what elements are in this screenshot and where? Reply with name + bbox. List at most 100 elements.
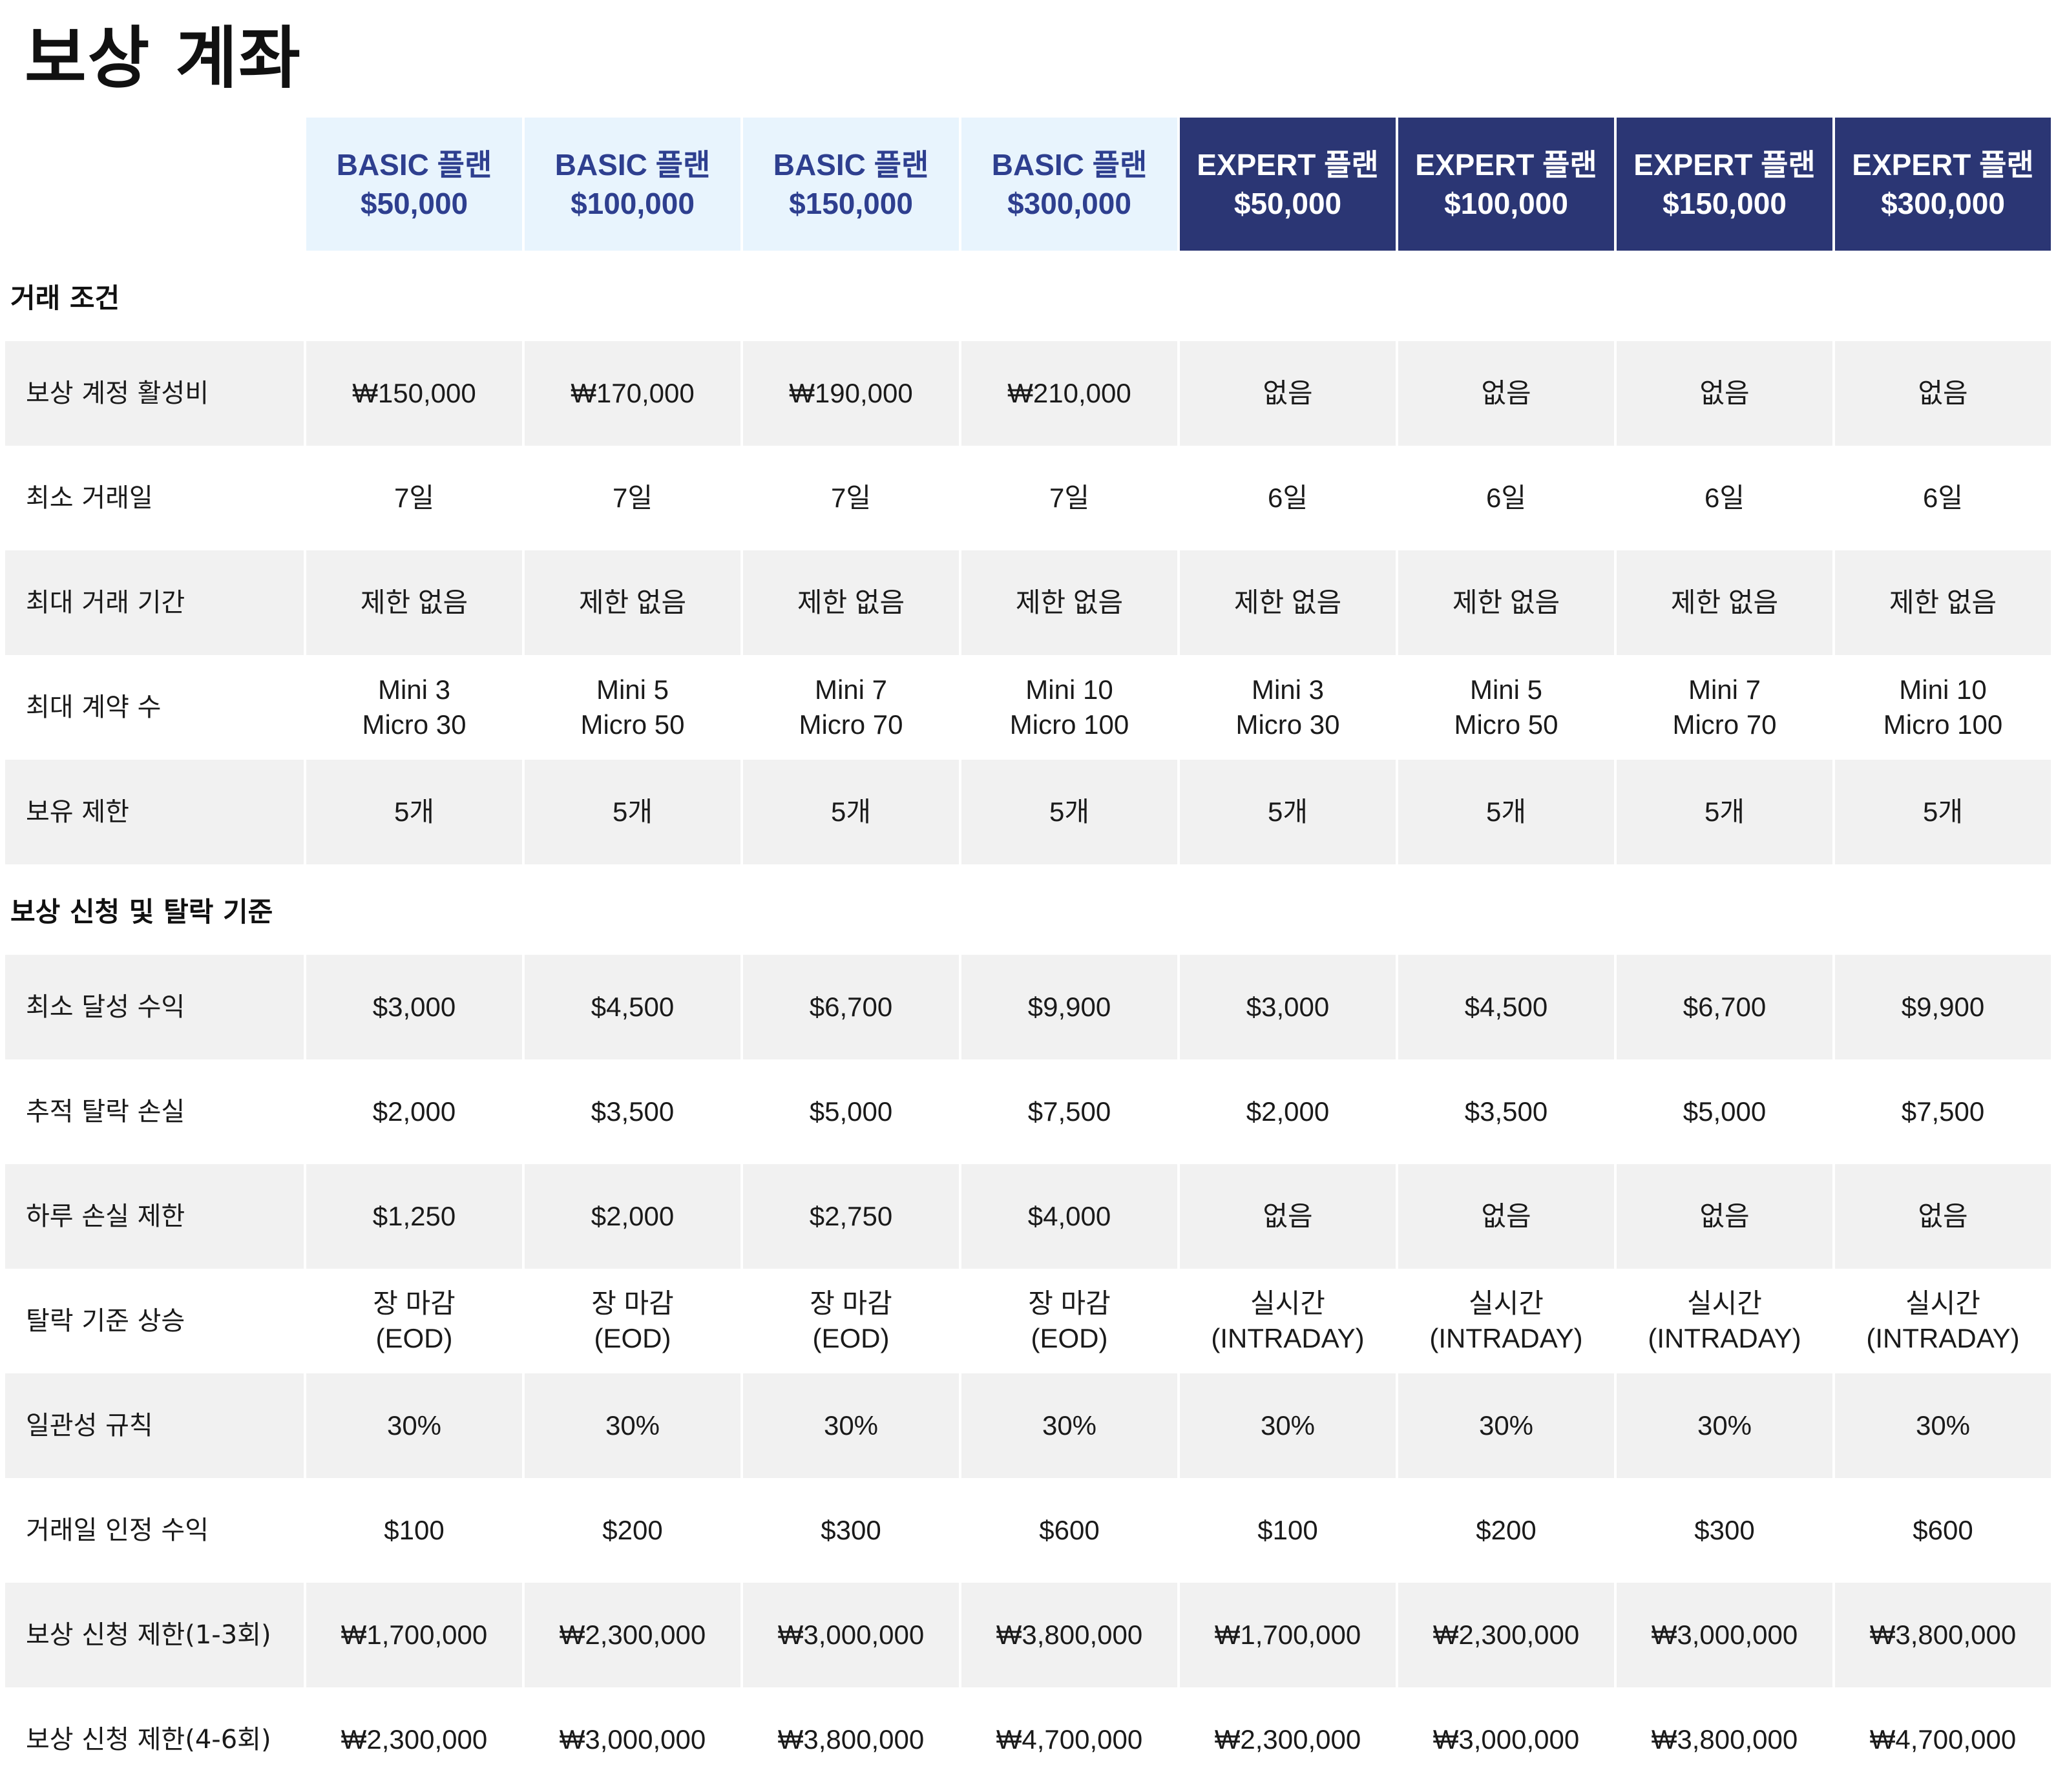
value-cell: $4,500 bbox=[525, 955, 740, 1059]
value-cell: $100 bbox=[1180, 1478, 1396, 1583]
value-line: Mini 5 bbox=[596, 674, 669, 705]
value-cell: $4,500 bbox=[1398, 955, 1614, 1059]
plan-amount: $150,000 bbox=[1663, 187, 1787, 220]
value-cell: $200 bbox=[1398, 1478, 1614, 1583]
value-cell: ₩150,000 bbox=[306, 341, 522, 446]
value-cell: 장 마감 (EOD) bbox=[743, 1269, 959, 1373]
plan-header-row: BASIC 플랜 $50,000 BASIC 플랜 $100,000 BASIC 플랜 $… bbox=[5, 118, 2051, 251]
value-line: Mini 5 bbox=[1469, 674, 1543, 705]
value-cell: $1,250 bbox=[306, 1164, 522, 1269]
plan-name: EXPERT 플랜 bbox=[1415, 148, 1597, 182]
table-row: 보상 신청 제한(4-6회) ₩2,300,000 ₩3,000,000 ₩3,800… bbox=[5, 1687, 2051, 1792]
value-cell: $2,000 bbox=[1180, 1059, 1396, 1164]
value-cell: 5개 bbox=[1617, 760, 1832, 864]
table-body: 거래 조건 보상 계정 활성비 ₩150,000 ₩170,000 ₩190,000 ₩2… bbox=[5, 251, 2051, 1792]
plan-amount: $50,000 bbox=[360, 187, 468, 220]
value-cell: 30% bbox=[1617, 1373, 1832, 1478]
table-row: 보상 계정 활성비 ₩150,000 ₩170,000 ₩190,000 ₩210,00… bbox=[5, 341, 2051, 446]
value-cell: ₩2,300,000 bbox=[1398, 1583, 1614, 1687]
value-cell: 제한 없음 bbox=[743, 550, 959, 655]
value-cell: $9,900 bbox=[1835, 955, 2051, 1059]
value-line: (INTRADAY) bbox=[1648, 1323, 1801, 1353]
value-cell: 없음 bbox=[1180, 1164, 1396, 1269]
row-label: 최대 계약 수 bbox=[5, 655, 304, 760]
value-cell: 30% bbox=[525, 1373, 740, 1478]
value-cell: $2,750 bbox=[743, 1164, 959, 1269]
value-cell: Mini 5 Micro 50 bbox=[1398, 655, 1614, 760]
value-line: 장 마감 bbox=[591, 1288, 674, 1318]
value-cell: $3,500 bbox=[525, 1059, 740, 1164]
value-cell: 제한 없음 bbox=[306, 550, 522, 655]
value-cell: 없음 bbox=[1835, 341, 2051, 446]
plan-amount: $50,000 bbox=[1233, 187, 1342, 220]
value-cell: Mini 3 Micro 30 bbox=[306, 655, 522, 760]
value-line: 실시간 bbox=[1905, 1288, 1980, 1318]
plan-header-expert: EXPERT 플랜 $50,000 bbox=[1180, 118, 1396, 251]
value-cell: $3,000 bbox=[306, 955, 522, 1059]
plan-header-expert: EXPERT 플랜 $100,000 bbox=[1398, 118, 1614, 251]
value-cell: 장 마감 (EOD) bbox=[961, 1269, 1177, 1373]
value-line: Mini 10 bbox=[1025, 674, 1113, 705]
value-cell: $3,500 bbox=[1398, 1059, 1614, 1164]
plan-header-basic: BASIC 플랜 $150,000 bbox=[743, 118, 959, 251]
value-line: 실시간 bbox=[1687, 1288, 1762, 1318]
plan-name: BASIC 플랜 bbox=[554, 148, 711, 182]
value-cell: $100 bbox=[306, 1478, 522, 1583]
value-cell: 5개 bbox=[525, 760, 740, 864]
value-line: 장 마감 bbox=[810, 1288, 892, 1318]
value-cell: $6,700 bbox=[1617, 955, 1832, 1059]
value-cell: ₩3,000,000 bbox=[1617, 1583, 1832, 1687]
value-cell: $600 bbox=[961, 1478, 1177, 1583]
value-line: (EOD) bbox=[594, 1323, 671, 1353]
plan-name: EXPERT 플랜 bbox=[1633, 148, 1816, 182]
row-label: 추적 탈락 손실 bbox=[5, 1059, 304, 1164]
value-cell: 30% bbox=[1398, 1373, 1614, 1478]
value-cell: 실시간 (INTRADAY) bbox=[1180, 1269, 1396, 1373]
section-title: 보상 신청 및 탈락 기준 bbox=[5, 864, 2051, 955]
row-label: 보상 계정 활성비 bbox=[5, 341, 304, 446]
value-cell: 30% bbox=[306, 1373, 522, 1478]
table-row: 최소 거래일 7일 7일 7일 7일 6일 6일 6일 6일 bbox=[5, 446, 2051, 550]
value-cell: 제한 없음 bbox=[961, 550, 1177, 655]
value-line: (EOD) bbox=[812, 1323, 890, 1353]
row-label: 최대 거래 기간 bbox=[5, 550, 304, 655]
table-row: 최소 달성 수익 $3,000 $4,500 $6,700 $9,900 $3,000 $4… bbox=[5, 955, 2051, 1059]
table-row: 탈락 기준 상승 장 마감 (EOD) 장 마감 (EOD) 장 마감 (EOD) 장 마감 (… bbox=[5, 1269, 2051, 1373]
row-label: 보유 제한 bbox=[5, 760, 304, 864]
value-cell: 없음 bbox=[1398, 1164, 1614, 1269]
value-cell: ₩3,000,000 bbox=[743, 1583, 959, 1687]
table-row: 최대 거래 기간 제한 없음 제한 없음 제한 없음 제한 없음 제한 없음 제한 없음 제한… bbox=[5, 550, 2051, 655]
value-cell: 30% bbox=[961, 1373, 1177, 1478]
value-line: 장 마감 bbox=[1028, 1288, 1111, 1318]
value-cell: 6일 bbox=[1398, 446, 1614, 550]
value-cell: $300 bbox=[1617, 1478, 1832, 1583]
value-cell: $5,000 bbox=[1617, 1059, 1832, 1164]
value-cell: ₩3,000,000 bbox=[1398, 1687, 1614, 1792]
value-line: Micro 30 bbox=[1235, 709, 1340, 740]
value-cell: ₩3,800,000 bbox=[961, 1583, 1177, 1687]
plan-header-expert: EXPERT 플랜 $300,000 bbox=[1835, 118, 2051, 251]
table-row: 보유 제한 5개 5개 5개 5개 5개 5개 5개 5개 bbox=[5, 760, 2051, 864]
value-cell: 30% bbox=[1180, 1373, 1396, 1478]
value-line: 장 마감 bbox=[373, 1288, 456, 1318]
plan-amount: $100,000 bbox=[1444, 187, 1568, 220]
value-cell: Mini 5 Micro 50 bbox=[525, 655, 740, 760]
value-cell: $2,000 bbox=[525, 1164, 740, 1269]
row-label: 최소 달성 수익 bbox=[5, 955, 304, 1059]
value-cell: $7,500 bbox=[961, 1059, 1177, 1164]
value-cell: 제한 없음 bbox=[1617, 550, 1832, 655]
value-cell: $200 bbox=[525, 1478, 740, 1583]
value-line: (INTRADAY) bbox=[1211, 1323, 1365, 1353]
value-cell: $600 bbox=[1835, 1478, 2051, 1583]
plan-name: EXPERT 플랜 bbox=[1197, 148, 1379, 182]
value-cell: 6일 bbox=[1835, 446, 2051, 550]
row-label: 거래일 인정 수익 bbox=[5, 1478, 304, 1583]
value-cell: ₩3,800,000 bbox=[1835, 1583, 2051, 1687]
value-cell: 실시간 (INTRADAY) bbox=[1835, 1269, 2051, 1373]
value-cell: ₩2,300,000 bbox=[1180, 1687, 1396, 1792]
row-label: 보상 신청 제한(4-6회) bbox=[5, 1687, 304, 1792]
value-cell: 없음 bbox=[1835, 1164, 2051, 1269]
value-cell: ₩190,000 bbox=[743, 341, 959, 446]
value-cell: ₩4,700,000 bbox=[1835, 1687, 2051, 1792]
row-label: 하루 손실 제한 bbox=[5, 1164, 304, 1269]
